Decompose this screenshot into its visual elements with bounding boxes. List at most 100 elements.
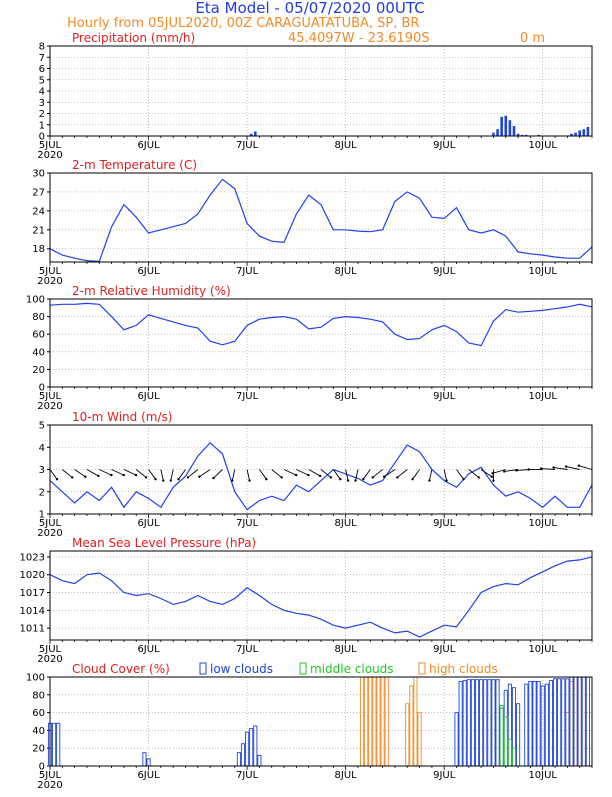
cloud-bar-high (569, 681, 574, 767)
y-tick-label: 1 (39, 120, 45, 131)
x-year-label: 2020 (37, 528, 62, 539)
cloud-bar-low (240, 743, 246, 767)
wind-barb-head (318, 474, 322, 478)
wind-barb (187, 469, 199, 478)
panel-rh: 0 20 40 60 80 100 5JUL 6JUL 7JUL 8JUL 9JUL 10JUL 202… (26, 284, 593, 412)
cloud-bar-low (577, 676, 582, 767)
wind-barb (443, 469, 448, 481)
cloud-bar-low (495, 679, 500, 767)
precip-bar (254, 131, 257, 136)
x-tick-label: 6JUL (137, 391, 160, 402)
panel-frame (49, 550, 593, 641)
y-tick-label: 8 (39, 42, 45, 53)
wind-barb-head (371, 476, 374, 479)
wind-barb (271, 469, 282, 478)
x-tick-label: 8JUL (335, 644, 358, 655)
x-year-label: 2020 (37, 150, 62, 161)
cloud-bar-low (52, 722, 57, 767)
cloud-bar-low (581, 676, 586, 767)
x-tick-label: 9JUL (433, 770, 456, 781)
y-tick-label: 60 (32, 708, 45, 719)
wind-barb-head (428, 479, 431, 482)
wind-barb-head (144, 476, 148, 479)
y-tick-label: 3 (39, 465, 45, 476)
panel-title: Precipitation (mm/h) (72, 31, 195, 45)
wind-barb-head (564, 465, 568, 468)
precip-bar (504, 115, 508, 136)
cloud-bar-low (56, 722, 61, 767)
precip-bar (508, 120, 512, 136)
legend-middle-clouds: middle clouds (310, 662, 394, 676)
wind-barb (135, 469, 147, 478)
wind-barb-head (248, 479, 251, 482)
wind-barb-head (491, 472, 494, 475)
cloud-bar-low (454, 712, 459, 767)
subtitle: Hourly from 05JUL2020, 00Z CARAGUATATUBA… (67, 16, 419, 31)
panel-title: 2-m Relative Humidity (%) (72, 284, 231, 298)
wind-barb (468, 469, 479, 478)
wind-barb-head (396, 476, 399, 479)
wind-barb (246, 469, 250, 481)
wind-barb (332, 469, 341, 480)
cloud-bar-low (487, 679, 492, 767)
y-tick-label: 40 (32, 347, 45, 358)
cloud-bar-middle (507, 738, 512, 767)
wind-barb (372, 469, 383, 478)
panel-title: Mean Sea Level Pressure (hPa) (72, 536, 256, 550)
y-tick-label: 6 (39, 64, 45, 75)
x-tick-label: 10JUL (528, 770, 557, 781)
y-tick-label: 4 (39, 87, 45, 98)
precip-bar (516, 133, 520, 136)
y-tick-label: 3 (39, 98, 45, 109)
wind-barb-head (339, 477, 342, 481)
wind-barb-head (84, 475, 87, 478)
y-tick-label: 27 (32, 187, 45, 198)
y-tick-label: 21 (32, 225, 45, 236)
wind-barb (566, 466, 580, 470)
wind-barb (578, 465, 593, 470)
panel-temp: 18 21 24 27 30 5JUL 6JUL 7JUL 8JUL 9JUL 10JUL 2020 2… (32, 158, 593, 287)
cloud-bar-low (511, 687, 517, 767)
cloud-bar-low (257, 754, 262, 767)
y-tick-label: 4 (39, 443, 45, 454)
cloud-bar-low (552, 678, 558, 767)
cloud-bar-low (585, 676, 590, 767)
x-tick-label: 8JUL (335, 518, 358, 529)
cloud-bar-low (516, 703, 521, 767)
precip-bar (496, 129, 499, 136)
cloud-bar-low (561, 678, 566, 767)
legend-low-clouds: low clouds (210, 662, 273, 676)
cloud-bar-low (466, 679, 471, 767)
cloud-bar-low (503, 689, 508, 767)
x-tick-label: 9JUL (433, 266, 456, 277)
wind-barb (49, 469, 58, 480)
cloud-bar-low (470, 679, 475, 767)
wind-barb-head (71, 476, 74, 479)
cloud-bar-middle (503, 716, 508, 767)
wind-barb-head (527, 468, 530, 471)
x-tick-label: 6JUL (137, 140, 160, 151)
cloud-bar-low (462, 680, 467, 767)
cloud-bar-low (544, 683, 549, 767)
wind-barb (74, 469, 86, 478)
wind-barb (170, 469, 174, 481)
cloud-bar-low (548, 680, 553, 767)
wind-barb (308, 469, 321, 477)
panel-wind: 1 2 3 4 5 5JUL 6JUL 7JUL 8JUL 9JUL 10JUL 2020 10-m W… (37, 410, 593, 539)
panel-frame (49, 676, 593, 767)
cloud-bar-high (413, 676, 418, 767)
y-tick-label: 1017 (20, 588, 45, 599)
wind-barb (199, 469, 211, 478)
x-tick-label: 7JUL (236, 770, 259, 781)
cloud-bar-low (524, 683, 529, 767)
wind-barb (99, 469, 112, 476)
panel-title: 2-m Temperature (C) (72, 158, 197, 172)
elevation: 0 m (520, 31, 545, 46)
cloud-bar-high (368, 676, 373, 767)
panel-frame (49, 298, 593, 388)
series-line (49, 302, 593, 347)
x-tick-label: 7JUL (236, 391, 259, 402)
